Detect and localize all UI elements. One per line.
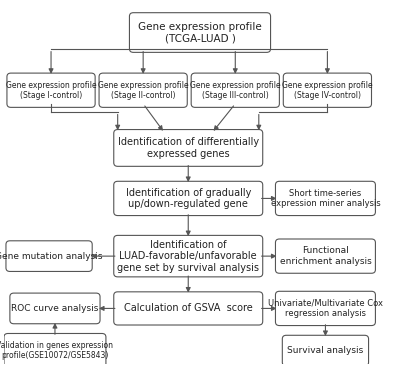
FancyBboxPatch shape	[7, 73, 95, 107]
FancyBboxPatch shape	[191, 73, 279, 107]
FancyBboxPatch shape	[114, 181, 263, 216]
Text: Gene mutation analysis: Gene mutation analysis	[0, 252, 103, 261]
FancyBboxPatch shape	[282, 335, 368, 366]
FancyBboxPatch shape	[6, 241, 92, 272]
FancyBboxPatch shape	[130, 13, 270, 52]
Text: Identification of differentially
expressed genes: Identification of differentially express…	[118, 137, 259, 159]
FancyBboxPatch shape	[114, 130, 263, 166]
Text: Gene expression profile
(Stage IV-control): Gene expression profile (Stage IV-contro…	[282, 81, 373, 100]
Text: Gene expression profile
(TCGA-LUAD ): Gene expression profile (TCGA-LUAD )	[138, 22, 262, 43]
FancyBboxPatch shape	[99, 73, 187, 107]
FancyBboxPatch shape	[114, 292, 263, 325]
FancyBboxPatch shape	[114, 236, 263, 277]
Text: ROC curve analysis: ROC curve analysis	[11, 304, 99, 313]
Text: Validation in genes expression
profile(GSE10072/GSE5843): Validation in genes expression profile(G…	[0, 341, 114, 360]
FancyBboxPatch shape	[276, 181, 376, 216]
FancyBboxPatch shape	[283, 73, 372, 107]
FancyBboxPatch shape	[10, 293, 100, 324]
Text: Functional
enrichment analysis: Functional enrichment analysis	[280, 247, 371, 266]
Text: Gene expression profile
(Stage III-control): Gene expression profile (Stage III-contr…	[190, 81, 280, 100]
FancyBboxPatch shape	[4, 333, 106, 368]
Text: Identification of gradually
up/down-regulated gene: Identification of gradually up/down-regu…	[126, 188, 251, 209]
Text: Calculation of GSVA  score: Calculation of GSVA score	[124, 304, 253, 314]
FancyBboxPatch shape	[276, 291, 376, 326]
FancyBboxPatch shape	[276, 239, 376, 273]
Text: Gene expression profile
(Stage I-control): Gene expression profile (Stage I-control…	[6, 81, 96, 100]
Text: Identification of
LUAD-favorable/unfavorable
gene set by survival analysis: Identification of LUAD-favorable/unfavor…	[117, 240, 259, 273]
Text: Short time-series
expression miner analysis: Short time-series expression miner analy…	[270, 189, 380, 208]
Text: Univariate/Multivariate Cox
regression analysis: Univariate/Multivariate Cox regression a…	[268, 299, 383, 318]
Text: Gene expression profile
(Stage II-control): Gene expression profile (Stage II-contro…	[98, 81, 188, 100]
Text: Survival analysis: Survival analysis	[287, 346, 364, 355]
